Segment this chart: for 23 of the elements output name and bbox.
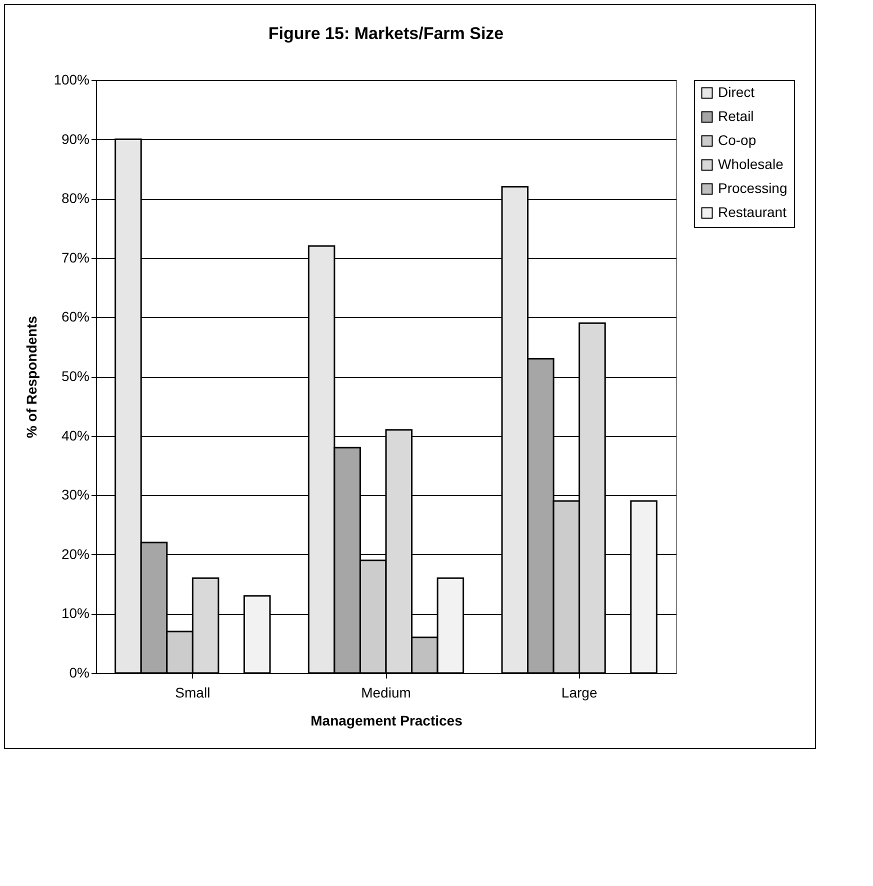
x-axis-title: Management Practices (310, 712, 463, 728)
chart-title: Figure 15: Markets/Farm Size (268, 24, 504, 43)
y-tick-label: 0% (69, 664, 90, 680)
y-tick-label: 60% (61, 308, 90, 325)
y-tick-label: 40% (61, 427, 90, 444)
legend-label: Retail (718, 108, 754, 124)
legend-label: Processing (718, 180, 788, 196)
x-tick-label: Medium (361, 684, 411, 700)
y-tick-label: 10% (61, 605, 90, 622)
y-tick-label: 100% (54, 72, 90, 88)
y-tick-label: 90% (61, 130, 90, 147)
legend-label: Co-op (718, 132, 756, 148)
y-tick-label: 30% (61, 486, 90, 503)
y-tick-label: 20% (61, 546, 90, 562)
legend-label: Restaurant (718, 204, 787, 220)
legend-label: Wholesale (718, 156, 784, 172)
y-tick-label: 70% (61, 249, 90, 266)
legend-label: Direct (718, 84, 755, 100)
y-tick-label: 50% (61, 368, 90, 384)
x-tick-label: Large (561, 684, 598, 700)
x-tick-label: Small (175, 684, 210, 700)
y-tick-label: 80% (61, 190, 90, 206)
y-axis-title: % of Respondents (24, 316, 40, 438)
